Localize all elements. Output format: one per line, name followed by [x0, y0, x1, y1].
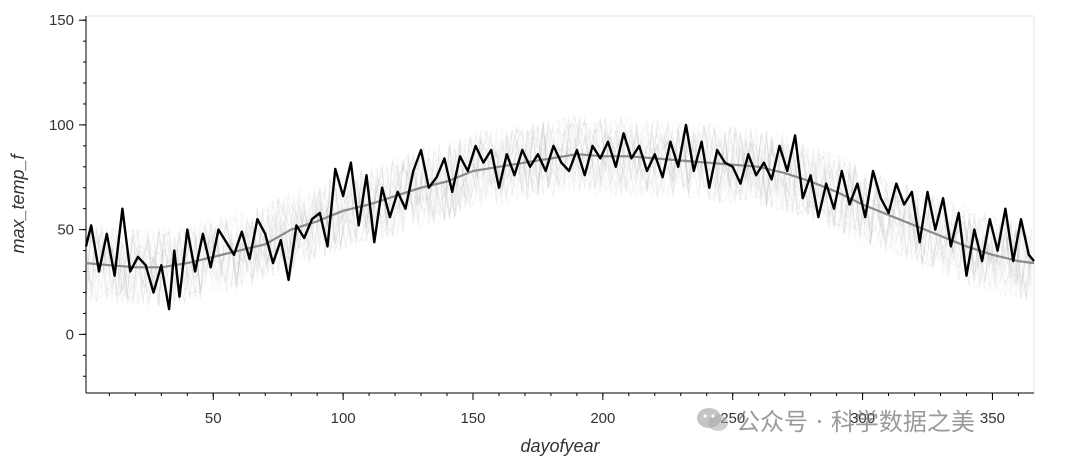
x-tick-label: 100 [331, 410, 356, 427]
wechat-icon [697, 407, 728, 431]
climatology-line [85, 153, 1035, 269]
x-tick-label: 300 [850, 410, 875, 427]
y-tick-label: 100 [49, 117, 74, 134]
watermark: 公众号 · 科学数据之美 [696, 402, 975, 437]
watermark-text: 公众号 · 科学数据之美 [736, 408, 975, 436]
y-axis-title: max_temp_f [8, 152, 28, 253]
y-tick-label: 0 [66, 326, 74, 343]
x-tick-label: 200 [590, 410, 615, 427]
highlighted-year-line [84, 123, 1035, 311]
plot-frame [85, 15, 1035, 394]
x-tick-label: 150 [460, 410, 485, 427]
series-lines [84, 123, 1035, 311]
y-tick-label: 150 [49, 12, 74, 29]
x-axis-title: dayofyear [520, 436, 600, 456]
y-tick-label: 50 [57, 222, 74, 239]
x-tick-label: 50 [205, 410, 222, 427]
x-tick-label: 350 [980, 410, 1005, 427]
